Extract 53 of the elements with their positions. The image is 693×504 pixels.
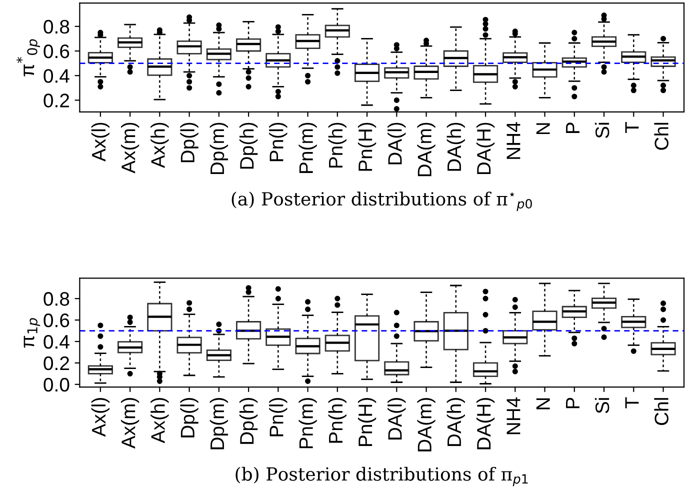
x-tick-label: P	[566, 122, 580, 133]
x-tick-label: Si	[594, 398, 610, 414]
y-tick-label: 0.2	[44, 356, 69, 370]
x-tick-label: DA(m)	[417, 398, 436, 452]
x-tick-label: Dp(l)	[180, 122, 198, 162]
x-tick-label: Dp(h)	[239, 398, 258, 444]
x-tick-label: DA(l)	[388, 122, 406, 164]
y-tick-label: 0.6	[44, 44, 70, 58]
y-tick-label: 0.4	[44, 69, 70, 83]
y-tick-label: 0.0	[44, 378, 70, 392]
x-tick-label: Ax(h)	[150, 398, 169, 444]
x-tick-label: DA(l)	[388, 398, 406, 440]
x-tick-label: Pn(l)	[269, 398, 288, 436]
y-axis-title: π$_{1p}$	[24, 318, 40, 348]
x-tick-label: P	[566, 398, 580, 408]
x-tick-label: Ax(l)	[91, 122, 110, 162]
x-tick-label: DA(H)	[476, 398, 495, 450]
x-tick-label: N	[536, 123, 550, 134]
x-tick-label: Dp(m)	[210, 122, 228, 174]
x-tick-label: Chl	[654, 122, 668, 150]
x-axis-title: (b) Posterior distributions of π$_{p1}$	[236, 466, 528, 486]
x-tick-label: Ax(m)	[120, 398, 140, 449]
x-tick-label: T	[625, 122, 639, 134]
x-tick-label: Dp(l)	[180, 398, 198, 438]
x-tick-label: NH4	[506, 122, 520, 159]
x-tick-label: N	[536, 398, 550, 410]
x-tick-label: Pn(h)	[328, 122, 346, 168]
y-tick-label: 0.2	[44, 94, 69, 108]
y-tick-label: 0.8	[44, 20, 70, 34]
x-tick-label: Ax(m)	[120, 122, 140, 174]
x-tick-label: Chl	[654, 398, 668, 425]
x-axis-title: (a) Posterior distributions of π$^{⋆}$$_{p0}$	[232, 192, 532, 211]
x-tick-label: Pn(m)	[298, 398, 317, 448]
x-tick-label: Pn(l)	[269, 122, 288, 162]
y-tick-label: 0.8	[44, 292, 70, 306]
x-tick-label: Pn(m)	[298, 122, 317, 173]
x-tick-label: Si	[594, 122, 610, 138]
x-tick-label: Pn(H)	[358, 398, 376, 446]
y-tick-label: 0.6	[44, 314, 70, 328]
x-tick-label: DA(H)	[476, 122, 495, 174]
x-tick-label: DA(m)	[417, 122, 436, 176]
x-tick-label: Pn(H)	[358, 122, 376, 171]
x-tick-label: Ax(h)	[150, 122, 169, 168]
x-tick-label: DA(h)	[446, 398, 465, 446]
y-tick-label: 0.4	[44, 334, 70, 349]
x-tick-label: Dp(h)	[239, 122, 258, 169]
x-tick-label: DA(h)	[446, 122, 465, 171]
x-tick-label: NH4	[506, 397, 520, 434]
x-tick-label: Pn(h)	[328, 398, 346, 443]
x-tick-label: T	[625, 397, 639, 408]
x-tick-label: Ax(l)	[91, 398, 110, 437]
x-tick-label: Dp(m)	[210, 398, 228, 450]
y-axis-title: π$^{*}$$_{0p}$	[16, 39, 40, 76]
